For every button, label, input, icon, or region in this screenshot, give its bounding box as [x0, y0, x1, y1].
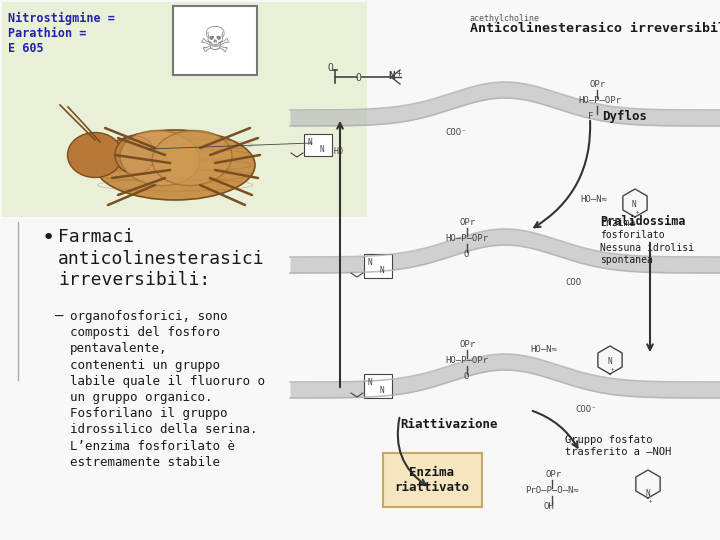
Text: organofosforici, sono
composti del fosforo
pentavalente,
contenenti un gruppo
la: organofosforici, sono composti del fosfo… [70, 310, 265, 469]
Ellipse shape [68, 132, 122, 178]
Text: N: N [645, 489, 649, 498]
Text: F: F [588, 112, 593, 121]
FancyBboxPatch shape [383, 453, 482, 507]
Text: OPr: OPr [460, 218, 476, 227]
Text: N: N [379, 386, 384, 395]
Text: Gruppo fosfato
trasferito a –NOH: Gruppo fosfato trasferito a –NOH [565, 435, 671, 457]
Text: +: + [611, 366, 614, 371]
Text: Pralidossima: Pralidossima [600, 215, 685, 228]
Text: OH: OH [544, 502, 554, 511]
Ellipse shape [152, 130, 232, 186]
Text: Farmaci
anticolinesterasici
irreversibili:: Farmaci anticolinesterasici irreversibil… [58, 228, 265, 289]
Text: OPr: OPr [590, 80, 606, 89]
Text: OPr: OPr [545, 470, 561, 479]
Text: HO–P–OPr: HO–P–OPr [578, 96, 621, 105]
Text: Dyflos: Dyflos [602, 110, 647, 123]
Text: HO–N≈: HO–N≈ [580, 195, 607, 204]
Text: +: + [397, 69, 402, 78]
Ellipse shape [120, 130, 200, 186]
Text: Anticolinesterasico irreversibile: Anticolinesterasico irreversibile [470, 22, 720, 35]
Text: N: N [319, 145, 323, 154]
Text: •: • [42, 228, 55, 248]
Text: HO: HO [333, 147, 343, 156]
Text: HO–N≈: HO–N≈ [530, 345, 557, 354]
Text: Enzima
riattivato: Enzima riattivato [395, 465, 469, 494]
Text: O: O [327, 63, 333, 73]
Text: HO–P–OPr: HO–P–OPr [445, 356, 488, 365]
Text: PrO–P–O–N≈: PrO–P–O–N≈ [525, 486, 579, 495]
Text: ☠: ☠ [199, 25, 231, 59]
Text: O: O [463, 372, 469, 381]
Ellipse shape [115, 136, 155, 174]
Text: +: + [636, 209, 639, 214]
Text: acethylcholine: acethylcholine [470, 14, 540, 23]
Text: N: N [388, 71, 395, 81]
Text: N: N [368, 258, 373, 267]
Text: Enzima
fosforilato
Nessuna idrolisi
spontanea: Enzima fosforilato Nessuna idrolisi spon… [600, 218, 694, 265]
Text: Riattivazione: Riattivazione [400, 418, 498, 431]
Ellipse shape [95, 130, 255, 200]
FancyBboxPatch shape [173, 6, 257, 75]
Text: N: N [368, 378, 373, 387]
Text: N: N [632, 200, 636, 209]
Text: COO⁻: COO⁻ [445, 128, 467, 137]
FancyBboxPatch shape [364, 254, 392, 278]
Text: HO–P–OPr: HO–P–OPr [445, 234, 488, 243]
Text: N: N [379, 266, 384, 275]
Text: OPr: OPr [460, 340, 476, 349]
FancyBboxPatch shape [2, 2, 367, 217]
Text: N: N [607, 357, 611, 366]
Text: +: + [649, 498, 652, 503]
Text: COO: COO [565, 278, 581, 287]
Text: Nitrostigmine =
Parathion =
E 605: Nitrostigmine = Parathion = E 605 [8, 12, 115, 55]
Text: –: – [55, 310, 63, 324]
FancyBboxPatch shape [304, 134, 332, 156]
Text: COO⁻: COO⁻ [575, 405, 596, 414]
Text: O: O [463, 250, 469, 259]
FancyBboxPatch shape [364, 374, 392, 398]
Text: O: O [355, 73, 361, 83]
Text: N: N [308, 138, 312, 147]
